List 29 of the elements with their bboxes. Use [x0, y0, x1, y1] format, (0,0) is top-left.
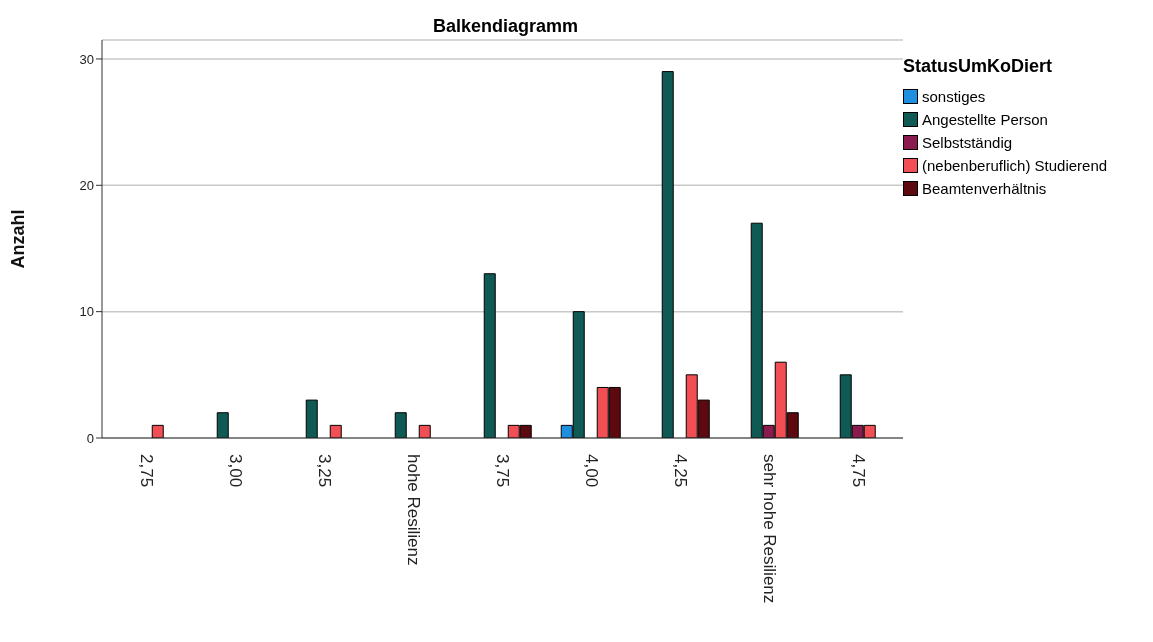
bar	[305, 399, 318, 438]
bar	[661, 71, 674, 438]
legend-label: sonstiges	[921, 87, 987, 107]
legend-label: (nebenberuflich) Studierend	[921, 156, 1108, 176]
legend-label: Angestellte Person	[921, 110, 1049, 130]
bar	[483, 273, 496, 438]
bar	[394, 412, 407, 438]
x-tick-label: 2,75	[137, 454, 156, 488]
x-tick-label: hohe Resilienz	[404, 454, 423, 566]
x-tick-label: 4,75	[849, 454, 868, 488]
bar	[418, 424, 431, 438]
x-tick-label: 3,75	[493, 454, 512, 488]
y-tick-label: 30	[79, 51, 94, 67]
x-tick-label: sehr hohe Resilienz	[760, 454, 779, 604]
y-tick-label: 20	[79, 177, 94, 193]
bar	[151, 424, 164, 438]
x-tick-label: 4,25	[671, 454, 690, 488]
y-tick-label: 0	[86, 430, 94, 446]
bar	[216, 412, 229, 438]
x-tick-label: 3,25	[315, 454, 334, 488]
legend-label: Beamtenverhältnis	[921, 179, 1048, 199]
legend-label: Selbstständig	[921, 133, 1014, 153]
y-tick-label: 10	[79, 304, 94, 320]
x-tick-label: 4,00	[582, 454, 601, 488]
x-tick-label: 3,00	[226, 454, 245, 488]
legend-title: StatusUmKoDiert	[903, 56, 1054, 77]
y-axis-title: Anzahl	[8, 209, 29, 269]
bar	[329, 424, 342, 438]
chart-title: Balkendiagramm	[431, 16, 580, 37]
